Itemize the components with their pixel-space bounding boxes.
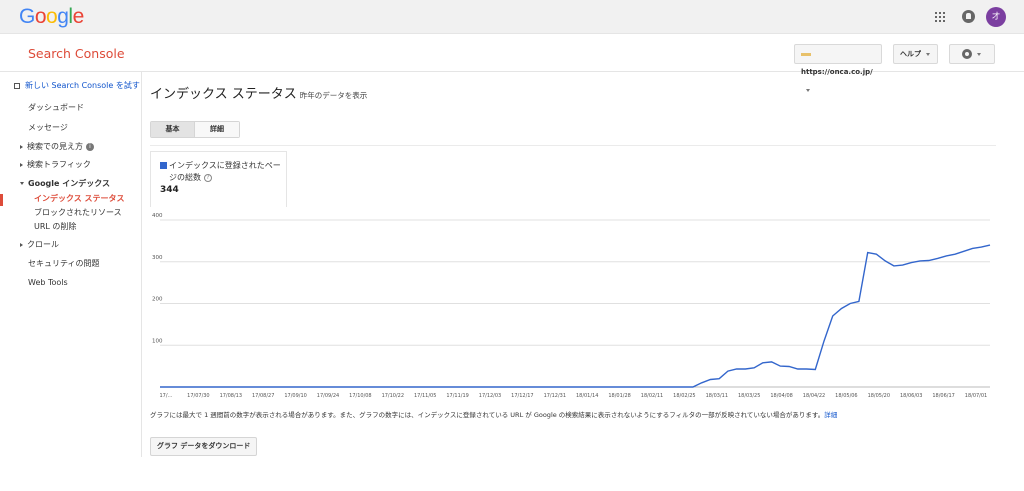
- product-title[interactable]: Search Console: [28, 46, 125, 61]
- x-tick-label: 18/03/11: [706, 393, 728, 399]
- logo-letter: g: [57, 5, 69, 28]
- legend-swatch: [160, 162, 167, 169]
- x-tick-label: 18/01/14: [576, 393, 598, 399]
- site-selector-label: https://onca.co.jp/: [801, 68, 873, 76]
- logo-letter: o: [34, 5, 47, 28]
- y-tick-label: 300: [152, 255, 163, 261]
- help-button[interactable]: ヘルプ: [893, 44, 938, 64]
- chevron-right-icon: [20, 144, 23, 149]
- sidebar-item-crawl[interactable]: クロール: [20, 239, 59, 250]
- x-tick-label: 18/03/25: [738, 393, 760, 399]
- sidebar-item-url-removals[interactable]: URL の削除: [34, 222, 77, 231]
- footnote-text: グラフには最大で 1 週間前の数字が表示される場合があります。また、グラフの数字…: [150, 411, 825, 419]
- divider: [150, 145, 996, 146]
- apps-grid-icon[interactable]: [935, 12, 945, 22]
- x-tick-label: 17/09/24: [317, 393, 339, 399]
- x-tick-label: 18/01/28: [608, 393, 630, 399]
- x-tick-label: 17/11/19: [446, 393, 468, 399]
- index-status-chart: 100 200 300 400 17/… 17/07/30 17/08/13 17/08/27…: [152, 213, 991, 399]
- sidebar-item-messages[interactable]: メッセージ: [28, 123, 68, 132]
- y-tick-label: 200: [152, 297, 163, 303]
- x-tick-label: 17/07/30: [187, 393, 209, 399]
- active-indicator: [0, 194, 3, 206]
- chevron-down-icon: [20, 182, 24, 185]
- download-chart-button[interactable]: グラフ データをダウンロード: [150, 437, 258, 456]
- help-icon[interactable]: ?: [204, 173, 212, 182]
- notifications-icon[interactable]: [962, 10, 975, 23]
- legend-box: [150, 151, 287, 207]
- logo-letter: l: [68, 5, 73, 28]
- chevron-down-icon: [926, 52, 930, 56]
- learn-more-link[interactable]: 詳細: [824, 411, 838, 419]
- x-tick-label: 17/…: [159, 393, 172, 399]
- google-logo[interactable]: Google: [19, 5, 84, 29]
- x-tick-label: 18/04/08: [770, 393, 792, 399]
- page-title-text: インデックス ステータス: [150, 87, 297, 102]
- logo-letter: e: [72, 5, 85, 28]
- x-tick-label: 17/11/05: [414, 393, 436, 399]
- x-tick-label: 17/09/10: [284, 393, 306, 399]
- top-bar: Google オ: [0, 0, 1024, 34]
- sidebar-item-search-traffic[interactable]: 検索トラフィック: [20, 159, 91, 170]
- page-title: インデックス ステータス 昨年のデータを表示: [150, 83, 367, 102]
- sidebar-item-index-status[interactable]: インデックス ステータス: [34, 194, 125, 203]
- settings-button[interactable]: [949, 44, 995, 64]
- legend-label: インデックスに登録されたページの総数?: [169, 160, 281, 184]
- x-tick-label: 18/07/01: [965, 393, 987, 399]
- x-tick-label: 18/02/11: [641, 393, 663, 399]
- x-tick-label: 17/12/31: [544, 393, 566, 399]
- x-tick-label: 18/06/17: [932, 393, 954, 399]
- x-tick-label: 17/08/13: [220, 393, 242, 399]
- sidebar-item-new-console[interactable]: 新しい Search Console を試す: [14, 80, 140, 91]
- product-header: Search Console: [0, 34, 1024, 72]
- sidebar-item-label: クロール: [27, 240, 59, 249]
- chevron-right-icon: [20, 242, 23, 247]
- view-tabs: 基本 詳細: [150, 121, 240, 138]
- legend-label-text: インデックスに登録されたページの総数: [169, 161, 281, 182]
- series-line: [160, 244, 991, 388]
- logo-letter: o: [46, 5, 58, 28]
- x-tick-label: 17/10/22: [382, 393, 404, 399]
- y-tick-label: 400: [152, 213, 163, 219]
- x-tick-label: 17/12/03: [479, 393, 501, 399]
- sidebar-item-label: 新しい Search Console を試す: [25, 81, 140, 90]
- sidebar-item-web-tools[interactable]: Web Tools: [28, 278, 68, 287]
- x-tick-label: 18/06/03: [900, 393, 922, 399]
- site-selector[interactable]: https://onca.co.jp/: [794, 44, 882, 92]
- sidebar-item-google-index[interactable]: Google インデックス: [20, 178, 110, 189]
- sidebar-item-label: 検索トラフィック: [27, 160, 91, 169]
- sidebar-item-security[interactable]: セキュリティの問題: [28, 259, 100, 268]
- page-subtitle: 昨年のデータを表示: [299, 91, 368, 100]
- x-tick-label: 17/08/27: [252, 393, 274, 399]
- avatar[interactable]: オ: [986, 7, 1006, 27]
- sidebar-item-blocked-resources[interactable]: ブロックされたリソース: [34, 208, 122, 217]
- tab-basic[interactable]: 基本: [151, 122, 195, 137]
- x-tick-label: 18/04/22: [803, 393, 825, 399]
- info-icon[interactable]: i: [86, 142, 94, 151]
- external-link-icon: [14, 82, 20, 89]
- chevron-right-icon: [20, 162, 23, 167]
- tab-advanced[interactable]: 詳細: [195, 122, 239, 137]
- help-button-label: ヘルプ: [900, 50, 921, 58]
- chevron-down-icon: [977, 52, 981, 56]
- sidebar-item-label: 検索での見え方: [27, 142, 83, 151]
- sidebar-item-dashboard[interactable]: ダッシュボード: [28, 103, 84, 112]
- chart-footnote: グラフには最大で 1 週間前の数字が表示される場合があります。また、グラフの数字…: [150, 409, 837, 419]
- x-tick-label: 17/12/17: [511, 393, 533, 399]
- sidebar: [0, 72, 142, 457]
- x-tick-label: 18/05/20: [868, 393, 890, 399]
- sidebar-item-search-appearance[interactable]: 検索での見え方 i: [20, 141, 94, 152]
- chevron-down-icon: [806, 88, 810, 92]
- x-tick-label: 18/02/25: [673, 393, 695, 399]
- gear-icon: [962, 49, 972, 59]
- x-tick-label: 17/10/08: [349, 393, 371, 399]
- y-tick-label: 100: [152, 338, 163, 344]
- legend-value: 344: [160, 185, 179, 195]
- x-tick-label: 18/05/06: [835, 393, 857, 399]
- logo-letter: G: [19, 5, 35, 28]
- site-favicon-icon: [801, 52, 811, 56]
- sidebar-item-label: Google インデックス: [28, 179, 110, 188]
